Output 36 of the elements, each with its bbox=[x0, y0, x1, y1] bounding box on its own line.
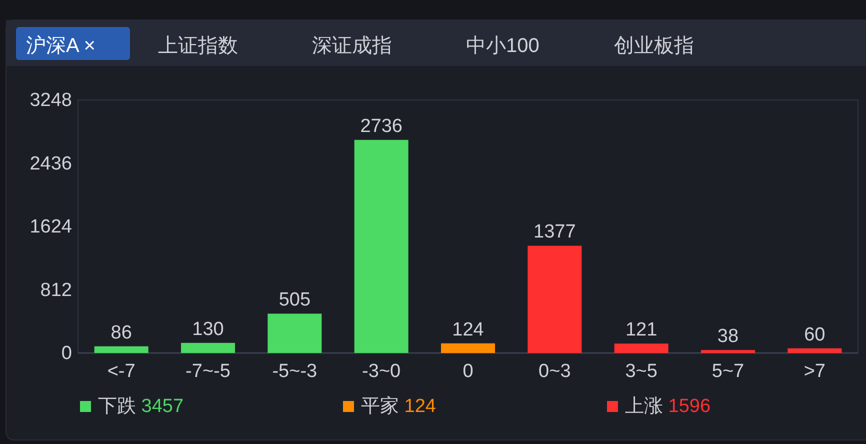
bar bbox=[354, 140, 408, 353]
data-label: 60 bbox=[804, 324, 826, 346]
x-tick-label: 0 bbox=[462, 361, 474, 382]
legend-label: 平家 124 bbox=[361, 395, 436, 417]
data-label: 505 bbox=[278, 290, 311, 311]
bar bbox=[528, 246, 582, 353]
x-tick-label: -7~-5 bbox=[186, 361, 230, 382]
x-tick-label: >7 bbox=[804, 361, 826, 382]
data-label: 124 bbox=[452, 319, 484, 340]
data-label: 2736 bbox=[360, 116, 402, 137]
x-tick-label: 5~7 bbox=[712, 361, 744, 382]
legend-label: 上涨 1596 bbox=[625, 396, 711, 417]
data-label: 130 bbox=[192, 318, 224, 340]
bar bbox=[268, 314, 322, 353]
x-tick-label: <-7 bbox=[107, 361, 136, 382]
bar bbox=[701, 350, 755, 353]
x-tick-label: -3~0 bbox=[362, 361, 401, 382]
y-tick-label: 2436 bbox=[30, 153, 72, 174]
x-tick-label: 3~5 bbox=[625, 361, 658, 382]
data-label: 1377 bbox=[534, 222, 576, 243]
bar bbox=[94, 346, 148, 353]
data-label: 38 bbox=[717, 326, 739, 348]
y-tick-label: 3248 bbox=[30, 90, 72, 111]
bar bbox=[441, 343, 495, 353]
y-tick-label: 812 bbox=[40, 280, 72, 301]
x-tick-label: 0~3 bbox=[538, 361, 571, 382]
legend-label: 下跌 3457 bbox=[98, 396, 184, 417]
bar bbox=[614, 344, 668, 353]
bar bbox=[788, 348, 842, 353]
y-tick-label: 0 bbox=[61, 343, 72, 364]
x-tick-label: -5~-3 bbox=[272, 361, 318, 382]
tabs: 沪深A × 上证指数 深证成指 中小100 创业板指 bbox=[16, 27, 694, 60]
y-tick-label: 1624 bbox=[30, 216, 72, 238]
bar bbox=[181, 342, 235, 353]
data-label: 121 bbox=[625, 320, 658, 341]
data-label: 86 bbox=[110, 322, 132, 344]
